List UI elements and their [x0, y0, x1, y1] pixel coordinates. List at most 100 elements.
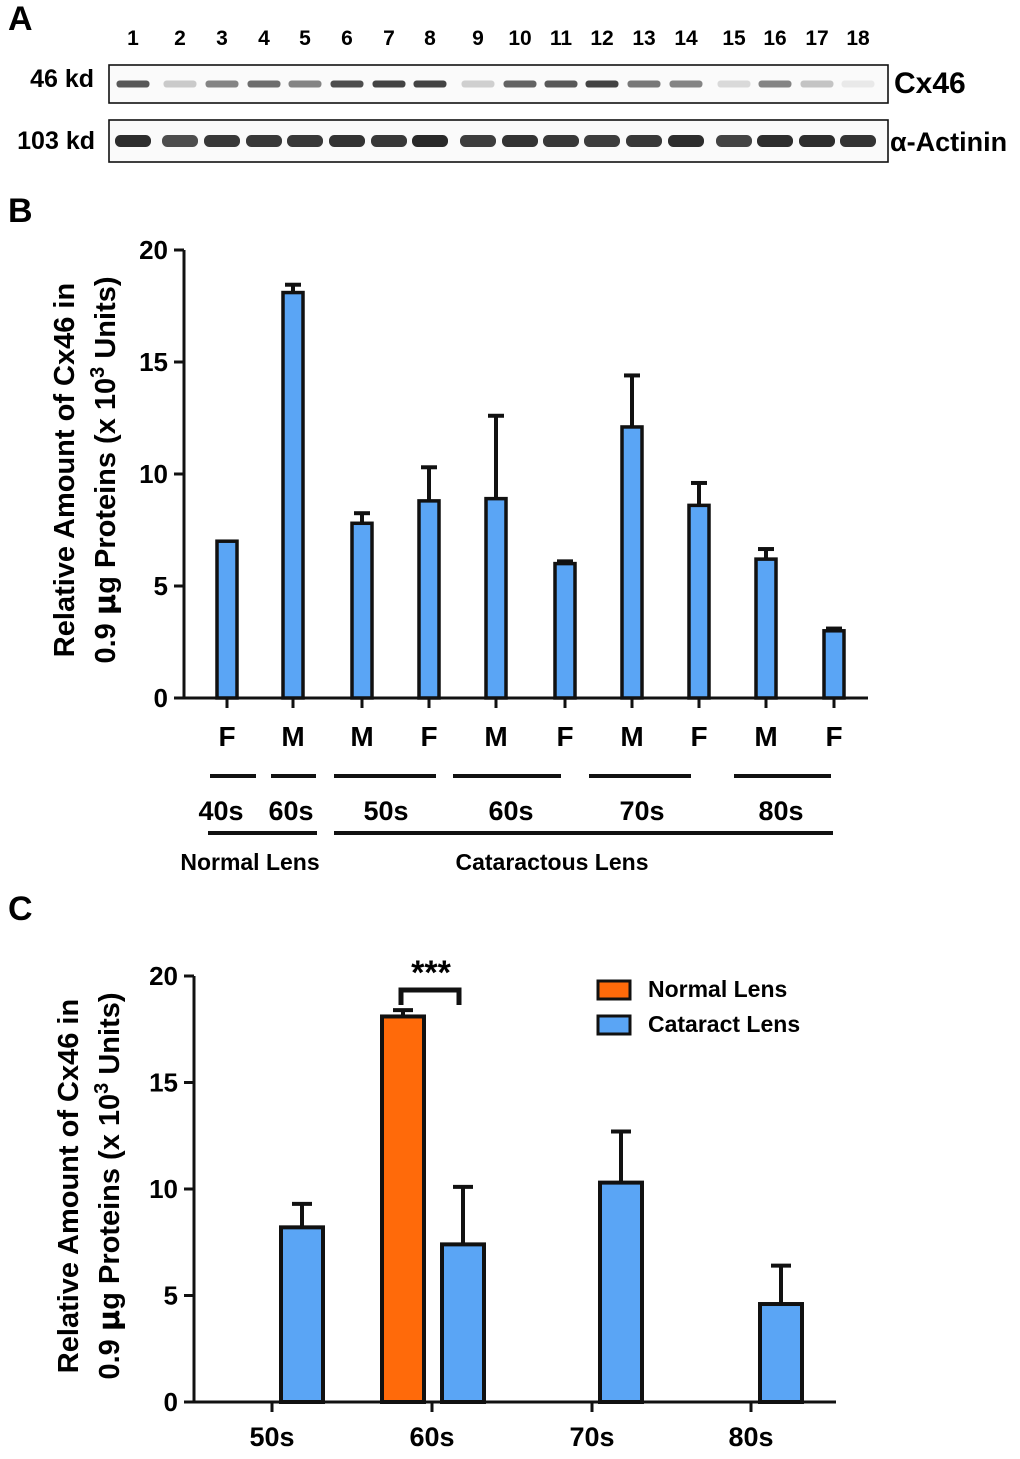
panel-b-ylabel-line2: 0.9 μg Proteins (x 103 Units): [87, 276, 122, 663]
lane-number: 6: [341, 27, 353, 50]
legend-swatch: [596, 1014, 632, 1036]
blot-band: [502, 135, 538, 147]
y-tick-label: 0: [154, 683, 168, 713]
x-tick-label: 50s: [249, 1422, 294, 1452]
significance-bracket: [398, 987, 462, 1005]
significance-marker: ***: [411, 954, 451, 992]
blot-band: [460, 135, 496, 147]
panel-b-label: B: [8, 192, 33, 230]
age-group-label: 60s: [488, 796, 533, 826]
blot-band: [668, 135, 704, 147]
blot-band: [247, 80, 281, 88]
x-tick-label: 70s: [569, 1422, 614, 1452]
x-tick-label: M: [484, 721, 507, 752]
actinin-bands: [115, 135, 876, 147]
blot-band: [412, 135, 448, 147]
age-group-label: 60s: [268, 796, 313, 826]
cx46-protein-label: Cx46: [894, 67, 966, 100]
lane-number: 8: [424, 27, 436, 50]
bar: [822, 629, 846, 700]
y-tick-label: 5: [154, 571, 168, 601]
age-group-label: 70s: [619, 796, 664, 826]
lane-number: 12: [590, 27, 613, 50]
age-group-label: 50s: [363, 796, 408, 826]
lens-group-label: Normal Lens: [180, 849, 319, 875]
x-tick-label: M: [620, 721, 643, 752]
blot-band: [116, 80, 150, 88]
lane-number: 9: [472, 27, 484, 50]
blot-band: [163, 80, 197, 88]
panel-c-plot: 0 5 10 15 20 50s 60s 70s 80s *** Normal Lens Catara…: [149, 954, 836, 1452]
x-tick-label: M: [281, 721, 304, 752]
age-group-label: 80s: [758, 796, 803, 826]
age-group-label: 40s: [198, 796, 243, 826]
blot-band: [841, 80, 875, 88]
bar: [484, 496, 508, 700]
blot-band: [372, 80, 406, 88]
blot-band: [585, 80, 619, 88]
bar: [350, 521, 374, 700]
bar: [754, 557, 778, 700]
lane-numbers: 1 2 3 4 5 6 7 8 9 10 11 12 13 14 15 16 17 18: [127, 27, 870, 50]
panel-c-label: C: [8, 890, 33, 928]
blot-band: [461, 80, 495, 88]
blot-band: [413, 80, 447, 88]
blot-band: [717, 80, 751, 88]
blot-band: [626, 135, 662, 147]
lens-group-label: Cataractous Lens: [455, 849, 648, 875]
blot-band: [627, 80, 661, 88]
blot-band: [584, 135, 620, 147]
blot-band: [115, 135, 151, 147]
panel-a: A 1 2 3 4 5 6 7 8 9 10 11 12 13 14 15 16 17 18 46 kd Cx46…: [8, 0, 1007, 163]
panel-c-y-axis-label: Relative Amount of Cx46 in 0.9 μg Protei…: [53, 992, 126, 1379]
cx46-bands: [116, 80, 875, 88]
actinin-protein-label: α-Actinin: [890, 127, 1007, 157]
lane-number: 13: [632, 27, 655, 50]
actinin-mw-label: 103 kd: [17, 127, 95, 155]
blot-band: [330, 80, 364, 88]
y-tick-label: 20: [149, 961, 178, 991]
blot-band: [799, 135, 835, 147]
lane-number: 17: [805, 27, 828, 50]
y-tick-label: 15: [139, 347, 168, 377]
lane-number: 10: [508, 27, 531, 50]
lane-number: 4: [258, 27, 270, 50]
bar: [279, 1225, 325, 1404]
lane-number: 5: [299, 27, 311, 50]
bar: [281, 290, 305, 700]
blot-band: [757, 135, 793, 147]
bar: [758, 1302, 804, 1405]
lane-number: 1: [127, 27, 139, 50]
lane-number: 15: [722, 27, 746, 50]
blot-band: [669, 80, 703, 88]
blot-band: [503, 80, 537, 88]
x-tick-label: 80s: [728, 1422, 773, 1452]
panel-b-y-axis-label: Relative Amount of Cx46 in 0.9 μg Protei…: [49, 276, 122, 663]
bar: [553, 561, 577, 700]
blot-band: [544, 80, 578, 88]
lane-number: 18: [846, 27, 870, 50]
bar: [598, 1180, 644, 1404]
bar: [440, 1242, 486, 1404]
legend-label: Normal Lens: [648, 976, 787, 1002]
panel-b-plot: 0 5 10 15 20 F M M F M F M F M F 40s 60s 50s 60s 70s 80s Norm…: [139, 235, 868, 875]
lane-number: 11: [550, 27, 573, 50]
x-tick-label: M: [350, 721, 373, 752]
x-tick-label: F: [690, 721, 707, 752]
cx46-mw-label: 46 kd: [30, 65, 94, 93]
x-tick-label: F: [420, 721, 437, 752]
panel-a-label: A: [8, 0, 33, 38]
panel-c-ylabel-line1: Relative Amount of Cx46 in: [53, 999, 85, 1373]
x-tick-label: M: [754, 721, 777, 752]
lane-number: 7: [383, 27, 395, 50]
legend-label: Cataract Lens: [648, 1011, 800, 1037]
y-tick-label: 20: [139, 235, 168, 265]
blot-band: [758, 80, 792, 88]
panel-b-ylabel-line1: Relative Amount of Cx46 in: [49, 283, 81, 657]
lane-number: 2: [174, 27, 186, 50]
blot-band: [246, 135, 282, 147]
blot-band: [371, 135, 407, 147]
panel-c-ylabel-line2: 0.9 μg Proteins (x 103 Units): [91, 992, 126, 1379]
bar: [380, 1014, 426, 1404]
